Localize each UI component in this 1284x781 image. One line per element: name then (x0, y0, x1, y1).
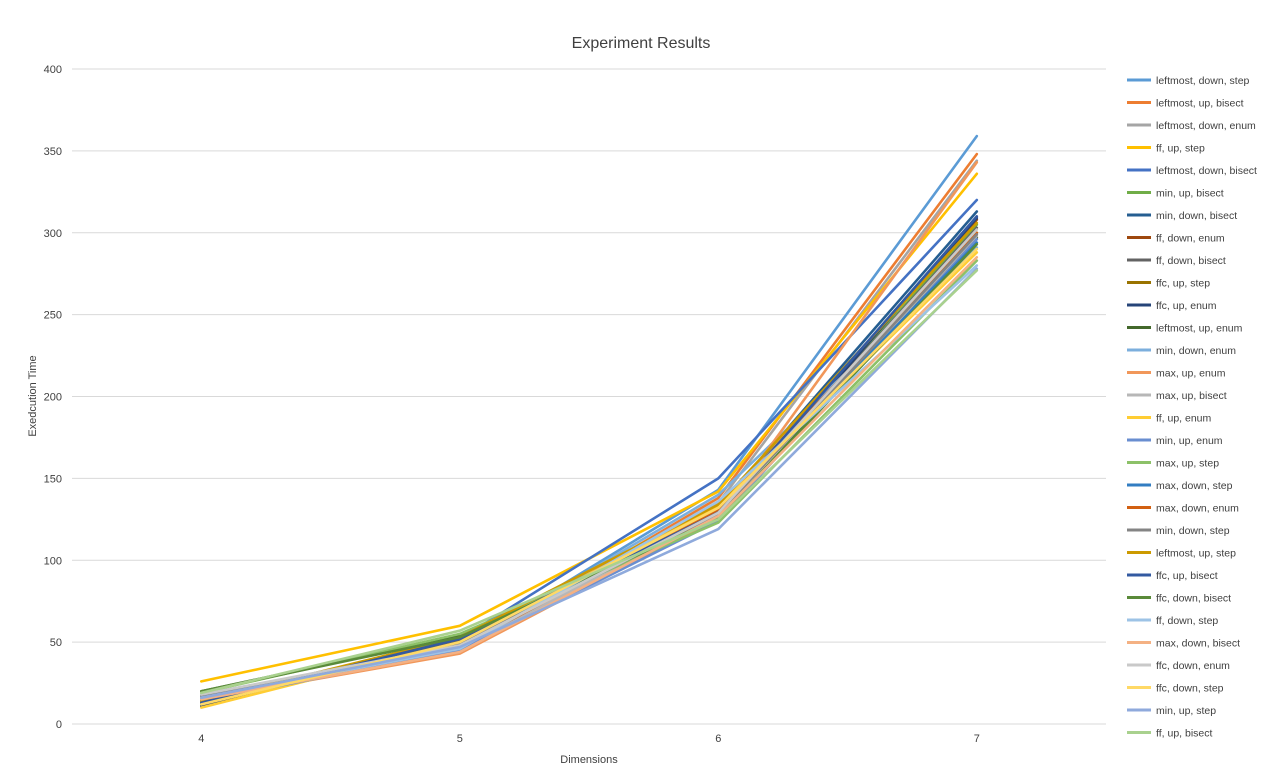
legend-entry: leftmost, up, enum (1156, 323, 1243, 335)
y-tick-label: 100 (44, 555, 62, 567)
legend-entry: ff, down, enum (1156, 233, 1225, 245)
series-line-23 (200, 242, 979, 693)
y-tick-label: 50 (50, 637, 62, 649)
legend-entry: max, up, enum (1156, 368, 1226, 380)
legend-entry: leftmost, up, step (1156, 548, 1236, 560)
series-line-13 (200, 161, 979, 701)
legend-entry: ffc, down, step (1156, 683, 1224, 695)
y-axis-ticks: 0 50 100 150 200 250 300 350 400 (44, 64, 62, 731)
legend-entry: ff, down, bisect (1156, 255, 1226, 267)
series-line-24 (200, 264, 979, 700)
legend-entry: ff, up, bisect (1156, 728, 1213, 740)
legend-entry: min, down, enum (1156, 345, 1236, 357)
legend-entry: min, up, step (1156, 705, 1216, 717)
y-tick-label: 350 (44, 146, 62, 158)
series-line-26 (200, 228, 979, 696)
x-axis-label: Dimensions (560, 754, 618, 766)
series-line-9 (200, 231, 979, 705)
series-line-19 (200, 231, 979, 700)
legend-entry: ffc, down, bisect (1156, 593, 1231, 605)
legend-entry: ff, up, step (1156, 143, 1205, 155)
legend-entry: max, up, step (1156, 458, 1219, 470)
series-lines (200, 134, 979, 709)
y-tick-label: 0 (56, 719, 62, 731)
series-line-7 (200, 218, 979, 701)
y-axis-label: Exedcution Time (27, 355, 39, 436)
legend-entry: min, up, bisect (1156, 188, 1224, 200)
series-line-4 (200, 198, 979, 703)
chart-title: Experiment Results (572, 35, 711, 52)
legend-entry: ff, down, step (1156, 615, 1218, 627)
y-tick-label: 150 (44, 473, 62, 485)
legend-entry: ff, up, enum (1156, 413, 1212, 425)
legend-entry: min, down, step (1156, 525, 1230, 537)
series-line-29 (200, 269, 979, 695)
legend: leftmost, down, step leftmost, up, bisect… (1127, 75, 1257, 740)
x-tick-label: 6 (715, 733, 721, 745)
series-line-18 (200, 241, 979, 701)
legend-entry: min, up, enum (1156, 435, 1223, 447)
series-line-11 (200, 236, 979, 693)
series-line-1 (200, 152, 979, 701)
y-tick-label: 300 (44, 228, 62, 240)
x-axis-ticks: 4 5 6 7 (198, 733, 980, 745)
series-line-25 (200, 255, 979, 701)
y-tick-label: 250 (44, 310, 62, 322)
series-line-10 (200, 216, 979, 708)
series-line-22 (200, 215, 979, 705)
legend-entry: leftmost, down, enum (1156, 120, 1256, 132)
series-line-28 (200, 267, 979, 700)
legend-entry: max, down, enum (1156, 503, 1239, 515)
x-tick-label: 7 (974, 733, 980, 745)
series-line-8 (200, 226, 979, 703)
series-line-14 (200, 234, 979, 698)
legend-entry: max, down, step (1156, 480, 1233, 492)
y-tick-label: 200 (44, 392, 62, 404)
gridlines (72, 68, 1106, 725)
legend-entry: leftmost, up, bisect (1156, 98, 1244, 110)
x-tick-label: 5 (457, 733, 463, 745)
legend-entry: max, up, bisect (1156, 390, 1227, 402)
legend-entry: ffc, up, step (1156, 278, 1210, 290)
y-tick-label: 400 (44, 64, 62, 76)
series-line-0 (200, 134, 979, 696)
legend-entry: min, down, bisect (1156, 210, 1237, 222)
legend-entry: ffc, down, enum (1156, 660, 1230, 672)
legend-entry: max, down, bisect (1156, 638, 1240, 650)
series-line-6 (200, 210, 979, 706)
legend-entry: leftmost, down, step (1156, 75, 1250, 87)
x-tick-label: 4 (198, 733, 204, 745)
series-line-3 (200, 172, 979, 683)
legend-entry: ffc, up, bisect (1156, 570, 1218, 582)
legend-entry: ffc, up, enum (1156, 300, 1217, 312)
legend-entry: leftmost, down, bisect (1156, 165, 1257, 177)
series-line-20 (200, 233, 979, 698)
series-line-2 (200, 159, 979, 700)
